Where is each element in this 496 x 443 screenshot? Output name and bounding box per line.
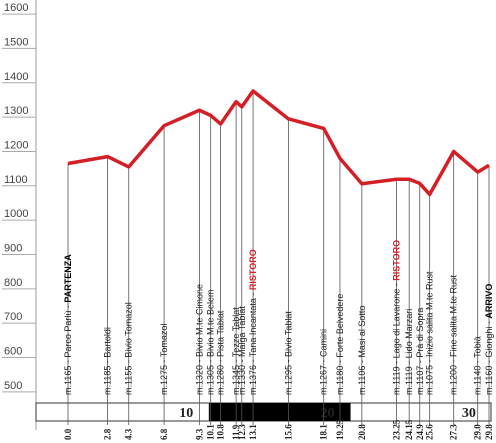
y-tick-label: 1500 xyxy=(4,36,28,48)
x-tick-label: 4.3 xyxy=(124,428,134,440)
x-tick-label: 25.6 xyxy=(425,424,435,440)
station-label: m.1305 - Bivio M.te Belem xyxy=(206,289,216,395)
station-name: m.1267 - Camini xyxy=(319,329,329,395)
scale-segment xyxy=(209,403,351,421)
station-name: m.1119 - Lido Marzari xyxy=(404,309,414,395)
x-tick-label: 23.25 xyxy=(391,419,401,440)
y-tick-label: 1300 xyxy=(4,105,28,117)
x-tick-label: 9.3 xyxy=(194,428,204,440)
station-label: m.1345 - Tezze Tablat xyxy=(231,307,241,395)
station-note: RISTORO xyxy=(391,240,401,281)
x-tick-label: 24.9 xyxy=(415,424,425,440)
x-tick-label: 29.8 xyxy=(484,424,494,440)
station-label: m.1165 - Parco Parlù - PARTENZA xyxy=(63,254,73,395)
y-tick-label: 700 xyxy=(4,311,22,323)
y-tick-label: 1100 xyxy=(4,174,28,186)
station-label: m.1160 - Gionghi - ARRIVO xyxy=(484,284,494,395)
x-tick-label: 13.1 xyxy=(248,424,258,440)
station-name: m.1330 - Malga Tablat xyxy=(237,306,247,395)
station-note: RISTORO xyxy=(248,249,258,290)
station-note: PARTENZA xyxy=(63,254,73,303)
y-tick-label: 1400 xyxy=(4,71,28,83)
y-tick-label: 1600 xyxy=(4,2,28,14)
station-label: m.1119 - Lago di Lavarone - RISTORO xyxy=(391,240,401,395)
station-label: m.1180 - Forte Belvedere xyxy=(335,294,345,395)
station-label: m.1267 - Camini xyxy=(319,329,329,395)
station-label: m.1320 - Bivio M.te Cimone xyxy=(194,284,204,395)
x-tick-label: 19.25 xyxy=(335,419,345,440)
scale-label: 10 xyxy=(179,406,193,421)
station-name: m.1185 - Bartoldi xyxy=(103,327,113,395)
station-name: m.1295 - Bivio Tablat xyxy=(283,311,293,395)
station-label: m.1140 - Tobià xyxy=(473,336,483,395)
station-label: m.1280 - Pista Tablat xyxy=(216,310,226,395)
x-tick-label: 27.3 xyxy=(449,424,459,440)
y-tick-label: 900 xyxy=(4,242,22,254)
station-name: m.1106 - Masi al Sotto xyxy=(357,306,367,395)
station-name: m.1180 - Forte Belvedere xyxy=(335,294,345,395)
station-label: m.1376 - Tana Incantata - RISTORO xyxy=(248,249,258,395)
station-name: m.1345 - Tezze Tablat xyxy=(231,307,241,395)
station-name: m.1160 - Gionghi - xyxy=(484,319,494,395)
x-tick-label: 29.0 xyxy=(473,424,483,440)
station-name: m.1200 - Fine salita M.te Rust xyxy=(449,274,459,395)
elevation-line xyxy=(67,89,490,197)
y-tick-label: 500 xyxy=(4,380,22,392)
x-tick-label: 10.1 xyxy=(206,424,216,440)
station-name: m.1305 - Bivio M.te Belem xyxy=(206,289,216,395)
x-tick-label: 10.8 xyxy=(216,424,226,440)
station-label: m.1106 - Masi al Sotto xyxy=(357,306,367,395)
station-note: ARRIVO xyxy=(484,284,494,319)
station-name: m.1376 - Tana Incantata - xyxy=(248,290,258,395)
x-tick-label: 20.8 xyxy=(357,424,367,440)
station-label: m.1295 - Bivio Tablat xyxy=(283,311,293,395)
station-name: m.1275 - Tomazol xyxy=(159,324,169,395)
x-tick-label: 18.1 xyxy=(319,424,329,440)
station-name: m.1107 - Prà di Sopra xyxy=(415,308,425,395)
station-name: m.1320 - Bivio M.te Cimone xyxy=(194,284,204,395)
x-tick-label: 6.8 xyxy=(159,428,169,440)
y-tick-label: 1000 xyxy=(4,208,28,220)
y-tick-label: 800 xyxy=(4,277,22,289)
scale-label: 20 xyxy=(321,406,335,421)
station-label: m.1275 - Tomazol xyxy=(159,324,169,395)
station-label: m.1155 - Bivio Tomazol xyxy=(124,302,134,395)
station-name: m.1075 - Inizio salita M.te Rust xyxy=(425,271,435,395)
station-label: m.1075 - Inizio salita M.te Rust xyxy=(425,271,435,395)
station-name: m.1155 - Bivio Tomazol xyxy=(124,302,134,395)
y-tick-label: 1200 xyxy=(4,139,28,151)
x-tick-label: 12.3 xyxy=(237,424,247,440)
station-label: m.1107 - Prà di Sopra xyxy=(415,308,425,395)
x-tick-label: 11.9 xyxy=(231,424,241,440)
station-label: m.1200 - Fine salita M.te Rust xyxy=(449,274,459,395)
station-name: m.1280 - Pista Tablat xyxy=(216,310,226,395)
station-label: m.1119 - Lido Marzari xyxy=(404,309,414,395)
x-tick-label: 0.0 xyxy=(63,428,73,440)
x-tick-label: 24.15 xyxy=(404,419,414,440)
station-label: m.1185 - Bartoldi xyxy=(103,327,113,395)
station-name: m.1119 - Lago di Lavarone - xyxy=(391,281,401,395)
x-tick-label: 2.8 xyxy=(103,428,113,440)
x-tick-label: 15.6 xyxy=(283,424,293,440)
y-tick-label: 600 xyxy=(4,346,22,358)
station-name: m.1165 - Parco Parlù - xyxy=(63,303,73,395)
scale-label: 30 xyxy=(462,406,476,421)
station-name: m.1140 - Tobià xyxy=(473,336,483,395)
station-label: m.1330 - Malga Tablat xyxy=(237,306,247,395)
